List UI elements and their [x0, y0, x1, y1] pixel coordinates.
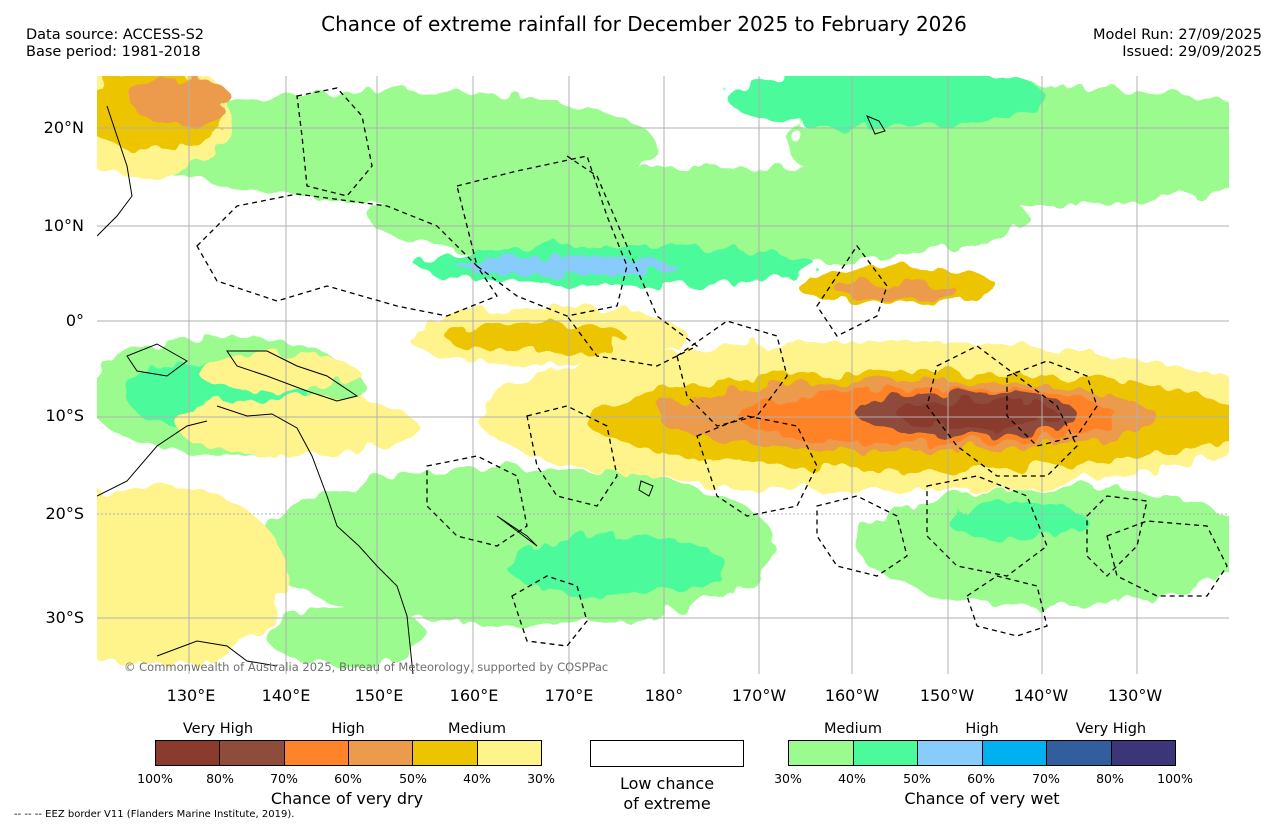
- wet-tick-80: 80%: [1096, 771, 1124, 786]
- low-chance-line-1: Low chance: [619, 774, 715, 793]
- lat-label-10n: 10°N: [43, 216, 84, 235]
- wet-tick-50: 50%: [903, 771, 931, 786]
- dry-tick-70: 70%: [270, 771, 298, 786]
- model-run: Model Run: 27/09/2025: [1092, 27, 1262, 43]
- dry-legend-header-very-high: Very High: [182, 721, 254, 737]
- lat-label-0: 0°: [65, 311, 84, 330]
- wet-legend-header-very-high: Very High: [1075, 721, 1147, 737]
- wet-tick-30: 30%: [774, 771, 802, 786]
- lon-label-150e: 150°E: [354, 686, 404, 705]
- wet-swatch-very-high-2: [1111, 741, 1175, 765]
- wet-tick-100: 100%: [1157, 771, 1193, 786]
- dry-swatch-very-high-1: [156, 741, 221, 765]
- wet-legend-header-medium: Medium: [824, 721, 882, 737]
- shading-layer: [97, 76, 1229, 666]
- lon-label-140e: 140°E: [261, 686, 311, 705]
- dry-swatch-very-high-2: [220, 741, 285, 765]
- dry-swatch-medium-1: [413, 741, 478, 765]
- wet-legend-bar: [788, 740, 1176, 766]
- lon-label-160e: 160°E: [449, 686, 499, 705]
- dry-legend-bar: [155, 740, 542, 766]
- wet-tick-60: 60%: [967, 771, 995, 786]
- dry-tick-50: 50%: [399, 771, 427, 786]
- eez-borders: [196, 87, 1228, 647]
- map-canvas: [97, 76, 1229, 674]
- lat-label-30s: 30°S: [45, 608, 84, 627]
- run-info: Model Run: 27/09/2025 Issued: 29/09/2025: [1093, 27, 1262, 61]
- rainfall-map: [97, 76, 1229, 674]
- source-info: Data source: ACCESS-S2 Base period: 1981…: [26, 27, 204, 61]
- coastlines: [97, 105, 886, 674]
- lon-label-180: 180°: [644, 686, 684, 705]
- dry-tick-100: 100%: [137, 771, 173, 786]
- lon-label-140w: 140°W: [1013, 686, 1069, 705]
- dry-legend-header-medium: Medium: [448, 721, 506, 737]
- wet-legend-header-high: High: [965, 721, 999, 737]
- lat-label-20s: 20°S: [45, 504, 84, 523]
- dry-legend-header-high: High: [331, 721, 365, 737]
- map-title: Chance of extreme rainfall for December …: [321, 12, 967, 36]
- wet-swatch-high-2: [982, 741, 1047, 765]
- lon-label-130w: 130°W: [1107, 686, 1163, 705]
- low-chance-line-2: of extreme: [623, 794, 711, 813]
- dry-tick-80: 80%: [206, 771, 234, 786]
- lon-label-170w: 170°W: [731, 686, 787, 705]
- data-source: Data source: ACCESS-S2: [26, 27, 205, 43]
- map-grid: [97, 76, 1229, 674]
- wet-swatch-medium-1: [789, 741, 854, 765]
- issued-date: Issued: 29/09/2025: [1122, 44, 1262, 60]
- eez-border-note: -- -- -- EEZ border V11 (Flanders Marine…: [14, 809, 295, 820]
- wet-swatch-medium-2: [853, 741, 918, 765]
- wet-tick-40: 40%: [838, 771, 866, 786]
- dry-tick-40: 40%: [463, 771, 491, 786]
- dry-legend-caption: Chance of very dry: [270, 789, 424, 808]
- copyright-notice: © Commonwealth of Australia 2025, Bureau…: [124, 660, 609, 674]
- wet-legend-caption: Chance of very wet: [904, 789, 1060, 808]
- lat-label-10s: 10°S: [45, 406, 84, 425]
- lat-label-20n: 20°N: [43, 118, 84, 137]
- low-chance-swatch: [590, 740, 744, 767]
- low-chance-caption: Low chance of extreme: [585, 774, 749, 814]
- lon-label-170e: 170°E: [544, 686, 594, 705]
- base-period: Base period: 1981-2018: [26, 44, 201, 60]
- dry-tick-30: 30%: [527, 771, 555, 786]
- wet-tick-70: 70%: [1032, 771, 1060, 786]
- lon-label-130e: 130°E: [166, 686, 216, 705]
- wet-swatch-very-high-1: [1047, 741, 1112, 765]
- dry-swatch-high-2: [348, 741, 414, 765]
- dry-swatch-medium-2: [477, 741, 541, 765]
- lon-label-150w: 150°W: [919, 686, 975, 705]
- wet-swatch-high-1: [918, 741, 983, 765]
- lon-label-160w: 160°W: [824, 686, 880, 705]
- dry-swatch-high-1: [284, 741, 349, 765]
- dry-tick-60: 60%: [334, 771, 362, 786]
